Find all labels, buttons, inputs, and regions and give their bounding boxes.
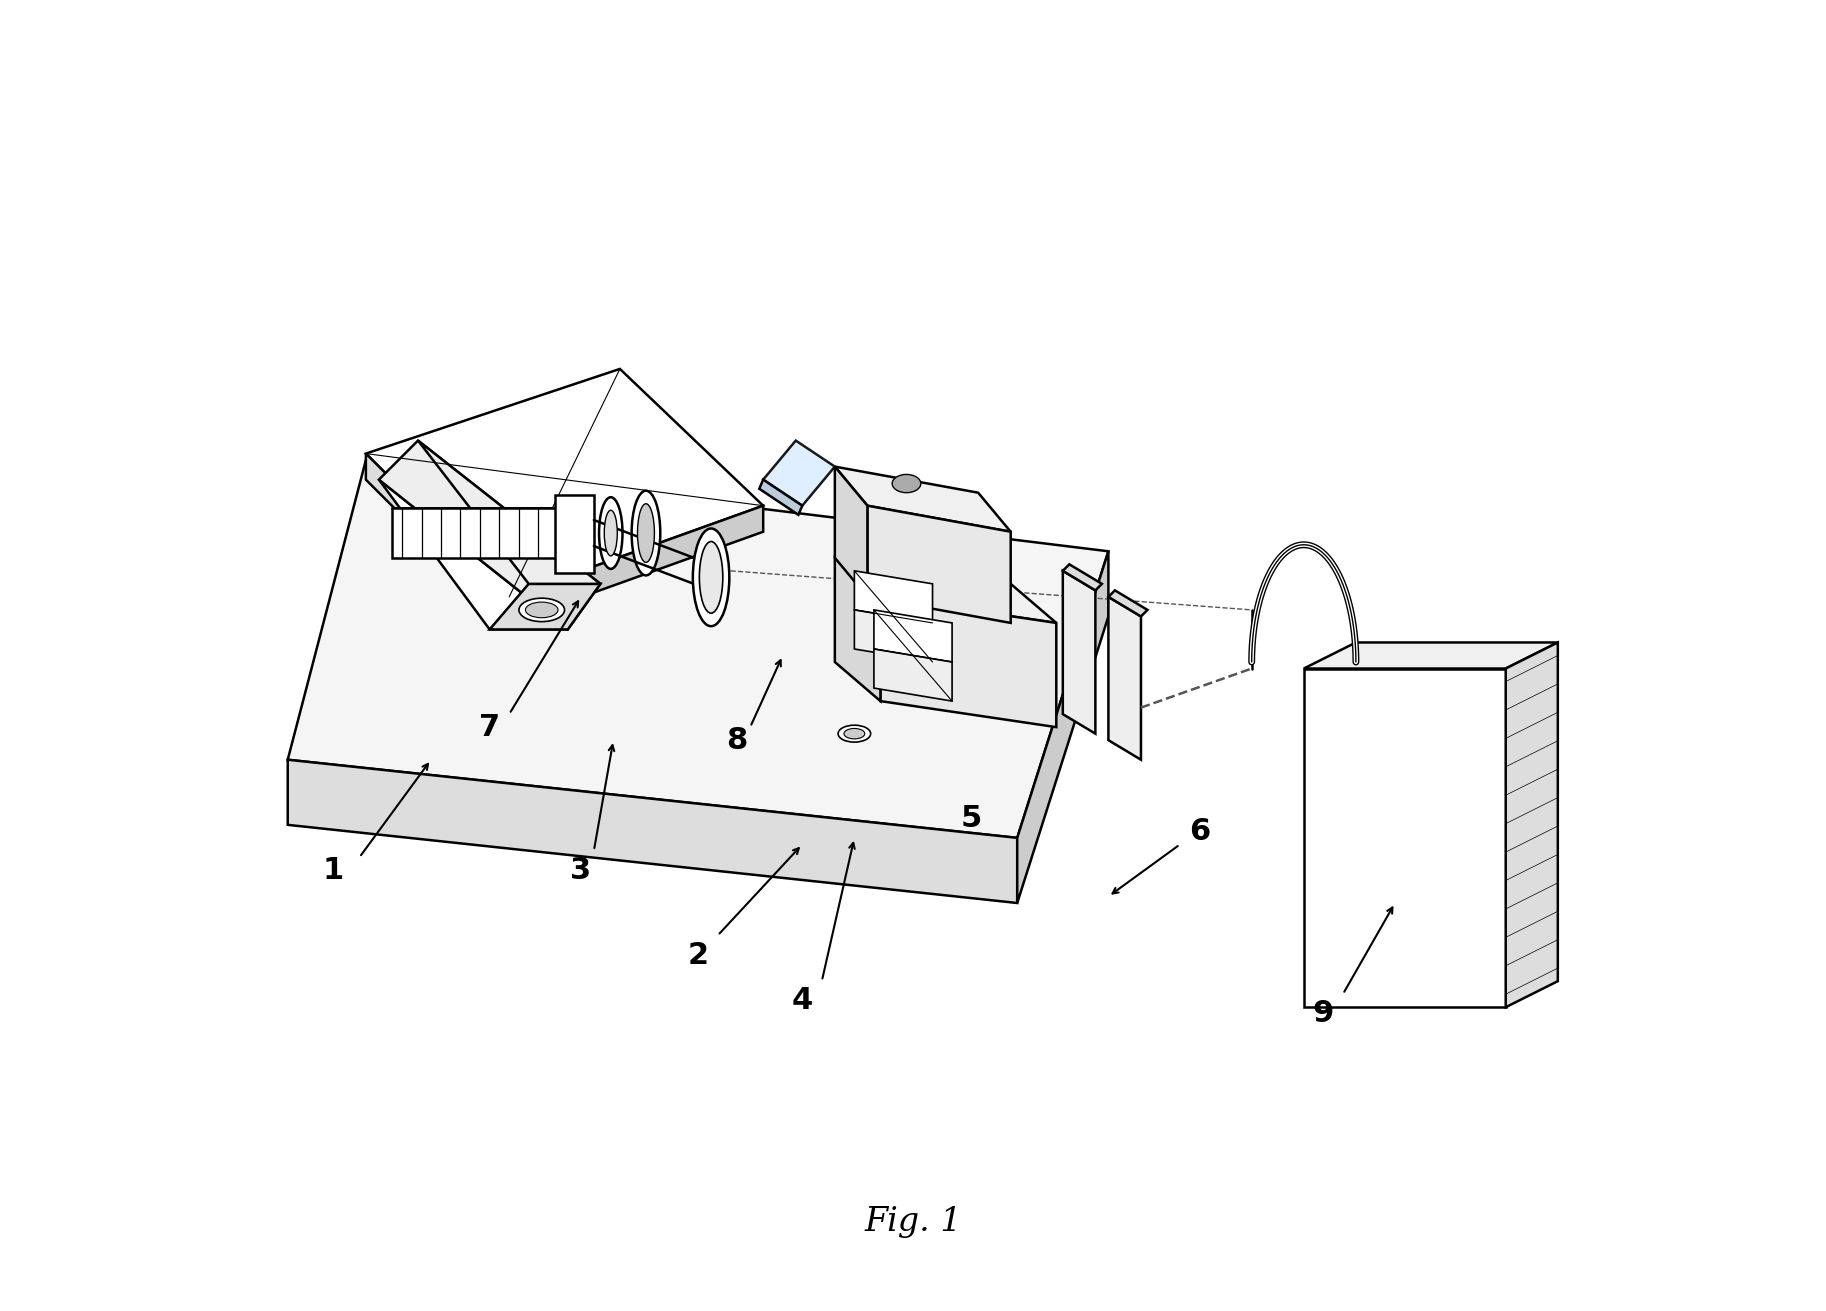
Polygon shape	[875, 649, 951, 701]
Text: 8: 8	[727, 726, 749, 755]
Polygon shape	[834, 557, 1055, 623]
Polygon shape	[867, 506, 1012, 623]
Text: 5: 5	[960, 804, 982, 832]
Ellipse shape	[893, 475, 920, 493]
Text: 1: 1	[323, 856, 343, 885]
Polygon shape	[365, 368, 763, 597]
Polygon shape	[380, 480, 568, 629]
Polygon shape	[365, 454, 509, 623]
Text: 6: 6	[1189, 817, 1211, 846]
Ellipse shape	[692, 528, 729, 627]
Polygon shape	[289, 759, 1017, 903]
Polygon shape	[393, 509, 568, 557]
Polygon shape	[1063, 570, 1096, 734]
Polygon shape	[880, 597, 1055, 728]
Ellipse shape	[599, 497, 623, 569]
Polygon shape	[1108, 590, 1147, 616]
Polygon shape	[855, 610, 933, 662]
Polygon shape	[834, 467, 1012, 532]
Polygon shape	[1063, 564, 1101, 590]
Polygon shape	[489, 583, 601, 629]
Ellipse shape	[844, 729, 866, 739]
Polygon shape	[509, 506, 763, 623]
Polygon shape	[834, 467, 867, 597]
Polygon shape	[1304, 669, 1506, 1007]
Polygon shape	[1017, 552, 1108, 903]
Text: Fig. 1: Fig. 1	[864, 1206, 962, 1238]
Text: 7: 7	[478, 713, 500, 742]
Polygon shape	[1108, 597, 1141, 759]
Text: 4: 4	[792, 986, 813, 1015]
Polygon shape	[763, 440, 834, 506]
Polygon shape	[1506, 642, 1558, 1007]
Polygon shape	[555, 496, 593, 573]
Polygon shape	[1304, 642, 1558, 669]
Polygon shape	[875, 610, 951, 662]
Ellipse shape	[604, 510, 617, 556]
Ellipse shape	[526, 602, 559, 617]
Ellipse shape	[699, 541, 723, 614]
Polygon shape	[855, 570, 933, 623]
Polygon shape	[380, 440, 601, 629]
Ellipse shape	[519, 598, 564, 621]
Polygon shape	[393, 509, 588, 522]
Polygon shape	[834, 557, 880, 701]
Text: 9: 9	[1313, 999, 1335, 1028]
Polygon shape	[760, 480, 802, 515]
Ellipse shape	[838, 725, 871, 742]
Ellipse shape	[632, 490, 661, 576]
Polygon shape	[418, 440, 601, 583]
Ellipse shape	[637, 503, 654, 562]
Polygon shape	[289, 460, 1108, 838]
Text: 3: 3	[570, 856, 592, 885]
Text: 2: 2	[688, 940, 708, 970]
